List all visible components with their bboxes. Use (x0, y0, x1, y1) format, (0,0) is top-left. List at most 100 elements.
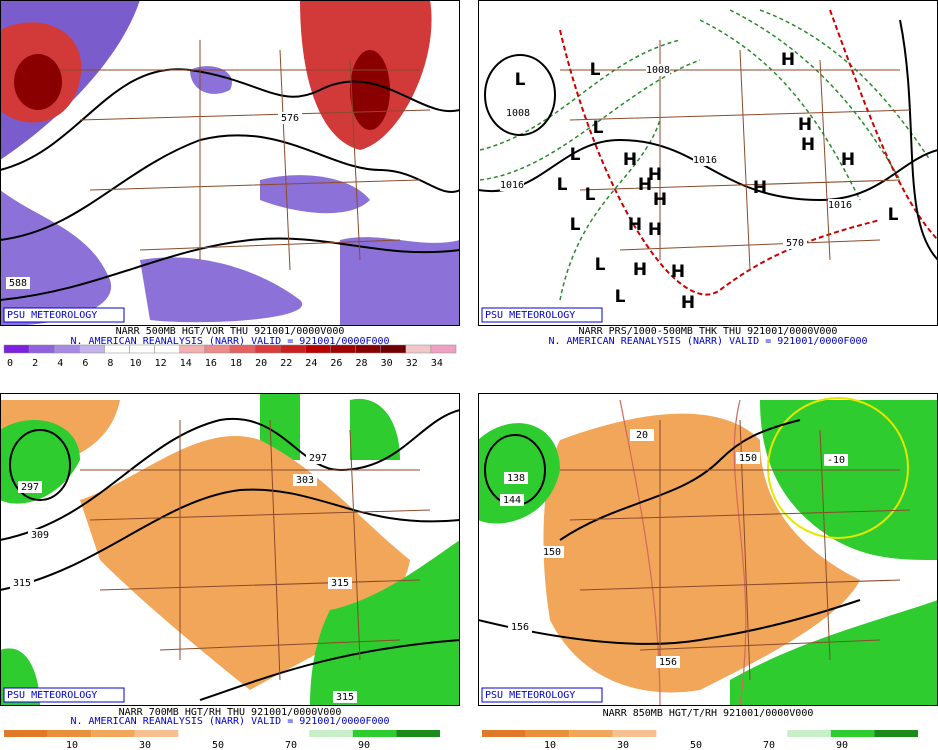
colorbar-swatch (4, 730, 48, 737)
contour-label: 156 (511, 622, 529, 633)
colorbar-label: 12 (155, 358, 167, 369)
colorbar-swatch (612, 730, 657, 737)
contour-label-bg (508, 621, 532, 633)
colorbar-label: 20 (255, 358, 267, 369)
colorbar-label: 50 (212, 740, 224, 750)
contour-label-bg (18, 481, 42, 493)
contour-label: 576 (281, 113, 299, 124)
high-marker: H (648, 165, 662, 185)
high-marker: H (801, 135, 815, 155)
contour-label: 297 (309, 453, 327, 464)
contour-label: 315 (336, 692, 354, 703)
colorbar-swatch (309, 730, 353, 737)
logo: PSU METEOROLOGY (7, 690, 97, 701)
contour-label: 1008 (646, 65, 670, 76)
colorbar-label: 50 (690, 740, 702, 750)
colorbar-swatch (178, 730, 222, 737)
contour-label: 1016 (828, 200, 852, 211)
logo-box (481, 307, 603, 323)
contour-label: 156 (659, 657, 677, 668)
colorbar-swatch (104, 344, 130, 354)
contour-label: 297 (21, 482, 39, 493)
contour-label: 315 (331, 578, 349, 589)
contour-label: 144 (503, 495, 521, 506)
colorbar-label: 10 (66, 740, 78, 750)
map-500mb (0, 0, 460, 326)
low-marker: L (593, 118, 604, 138)
low-marker: L (585, 185, 596, 205)
colorbar-swatch (154, 344, 181, 354)
contour-label-bg (10, 577, 34, 589)
colorbar-swatch (254, 344, 281, 354)
colorbar-label: 18 (230, 358, 242, 369)
colorbar-label: 70 (285, 740, 297, 750)
contour-label-bg (736, 452, 760, 464)
colorbar-swatch (700, 730, 744, 737)
colorbar-swatch (787, 730, 831, 737)
colorbar-swatch (380, 344, 407, 354)
low-marker: L (570, 215, 581, 235)
colorbar-swatch (47, 730, 92, 737)
contour-label-bg (693, 154, 717, 166)
colorbar-swatch (352, 730, 397, 737)
logo-box (481, 687, 603, 703)
colorbar-swatch (396, 730, 440, 737)
high-marker: H (781, 50, 795, 70)
high-marker: H (648, 220, 662, 240)
contour-label: 570 (786, 238, 804, 249)
colorbar-swatch (830, 730, 875, 737)
contour-label-bg (656, 656, 680, 668)
colorbar-swatch (405, 344, 432, 354)
contour-label-bg (506, 107, 530, 119)
low-marker: L (570, 145, 581, 165)
colorbar-label: 34 (431, 358, 443, 369)
high-marker: H (633, 260, 647, 280)
colorbar-label: 8 (107, 358, 113, 369)
colorbar-swatch (222, 730, 266, 737)
colorbar-swatch (134, 730, 179, 737)
contour-label-bg (333, 691, 357, 703)
colorbar-label: 24 (305, 358, 317, 369)
contour-label-bg (783, 237, 807, 249)
colorbar-swatch (229, 344, 256, 354)
colorbar-swatch (204, 344, 231, 354)
colorbar-swatch (525, 730, 570, 737)
map-title: NARR PRS/1000-500MB THK THU 921001/0000V… (579, 326, 838, 337)
colorbar-swatch (53, 344, 80, 354)
colorbar-swatch (79, 344, 105, 354)
contour-label-bg (824, 454, 848, 466)
contour-label-bg (828, 199, 852, 211)
contour-label: 150 (543, 547, 561, 558)
colorbar-label: 30 (617, 740, 629, 750)
colorbar-swatch (305, 344, 331, 354)
contour-label: 138 (507, 473, 525, 484)
high-marker: H (841, 150, 855, 170)
colorbar-label: 2 (32, 358, 38, 369)
logo: PSU METEOROLOGY (7, 310, 97, 321)
colorbar-swatch (656, 730, 700, 737)
map-title: NARR 500MB HGT/VOR THU 921001/0000V000 (116, 326, 345, 337)
colorbar-swatch (28, 344, 55, 354)
low-marker: L (557, 175, 568, 195)
contour-label-bg (500, 179, 524, 191)
colorbar-label: 22 (280, 358, 292, 369)
contour-label-bg (306, 452, 330, 464)
low-marker: L (515, 70, 526, 90)
contour-label-bg (278, 112, 302, 124)
colorbar-swatch (265, 730, 310, 737)
contour-label: 588 (9, 278, 27, 289)
high-marker: H (653, 190, 667, 210)
map-subtitle: N. AMERICAN REANALYSIS (NARR) VALID = 92… (70, 336, 389, 347)
contour-label-bg (28, 529, 52, 541)
colorbar-label: 10 (544, 740, 556, 750)
colorbar-swatch (355, 344, 381, 354)
contour-label-bg (540, 546, 564, 558)
colorbar-label: 70 (763, 740, 775, 750)
contour-label: 315 (13, 578, 31, 589)
colorbar-label: 0 (7, 358, 13, 369)
contour-label: 20 (636, 430, 648, 441)
colorbar-label: 32 (406, 358, 418, 369)
low-marker: L (590, 60, 601, 80)
colorbar-swatch (279, 344, 306, 354)
